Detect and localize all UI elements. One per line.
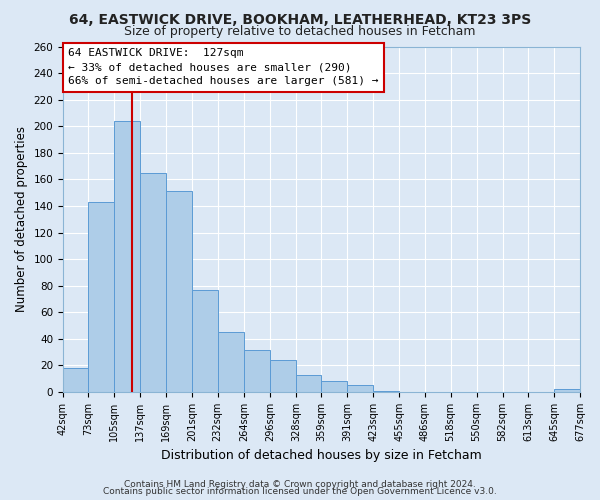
Bar [373,390,399,392]
Text: 64, EASTWICK DRIVE, BOOKHAM, LEATHERHEAD, KT23 3PS: 64, EASTWICK DRIVE, BOOKHAM, LEATHERHEAD… [69,12,531,26]
Text: Contains HM Land Registry data © Crown copyright and database right 2024.: Contains HM Land Registry data © Crown c… [124,480,476,489]
Bar [321,382,347,392]
Bar [347,386,373,392]
Text: Size of property relative to detached houses in Fetcham: Size of property relative to detached ho… [124,25,476,38]
Bar [63,368,88,392]
Y-axis label: Number of detached properties: Number of detached properties [15,126,28,312]
Bar [115,121,140,392]
Bar [270,360,296,392]
Bar [140,173,166,392]
Text: Contains public sector information licensed under the Open Government Licence v3: Contains public sector information licen… [103,487,497,496]
X-axis label: Distribution of detached houses by size in Fetcham: Distribution of detached houses by size … [161,450,482,462]
Bar [218,332,244,392]
Bar [554,390,580,392]
Bar [244,350,270,392]
Bar [166,192,193,392]
Bar [193,290,218,392]
Bar [296,375,321,392]
Text: 64 EASTWICK DRIVE:  127sqm
← 33% of detached houses are smaller (290)
66% of sem: 64 EASTWICK DRIVE: 127sqm ← 33% of detac… [68,48,379,86]
Bar [88,202,115,392]
